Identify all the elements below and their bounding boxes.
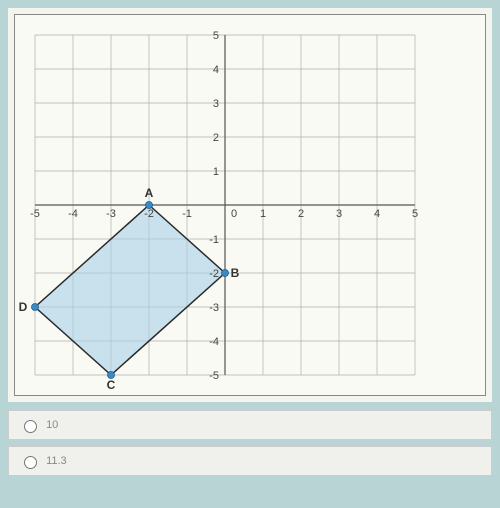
answer-option-0[interactable]: 10 [8,410,492,440]
svg-text:B: B [231,266,240,280]
svg-text:-2: -2 [209,268,219,280]
svg-text:-4: -4 [68,208,78,220]
svg-text:-3: -3 [106,208,116,220]
answer-radio-0[interactable] [24,420,37,433]
svg-text:-2: -2 [144,208,154,220]
svg-text:-1: -1 [209,234,219,246]
svg-text:1: 1 [260,208,266,220]
svg-text:D: D [19,300,28,314]
svg-text:-5: -5 [30,208,40,220]
svg-text:-5: -5 [209,370,219,382]
svg-text:3: 3 [336,208,342,220]
svg-text:1: 1 [213,166,219,178]
svg-text:C: C [107,378,116,392]
answer-option-1[interactable]: 11.3 [8,446,492,476]
svg-text:0: 0 [231,208,237,220]
coordinate-grid: -5 -4 -3 -2 -1 1 2 3 4 5 -5 -4 -3 -2 -1 1 2 3 4 5 0 A B C D [14,14,486,396]
svg-text:-3: -3 [209,302,219,314]
svg-text:-1: -1 [182,208,192,220]
svg-text:2: 2 [298,208,304,220]
answer-radio-1[interactable] [24,456,37,469]
svg-text:5: 5 [213,30,219,42]
svg-text:3: 3 [213,98,219,110]
svg-text:5: 5 [412,208,418,220]
answer-label: 10 [46,419,58,431]
svg-text:4: 4 [374,208,380,220]
svg-text:A: A [145,186,154,200]
svg-text:4: 4 [213,64,219,76]
answer-label: 11.3 [46,455,67,467]
svg-text:2: 2 [213,132,219,144]
svg-text:-4: -4 [209,336,219,348]
